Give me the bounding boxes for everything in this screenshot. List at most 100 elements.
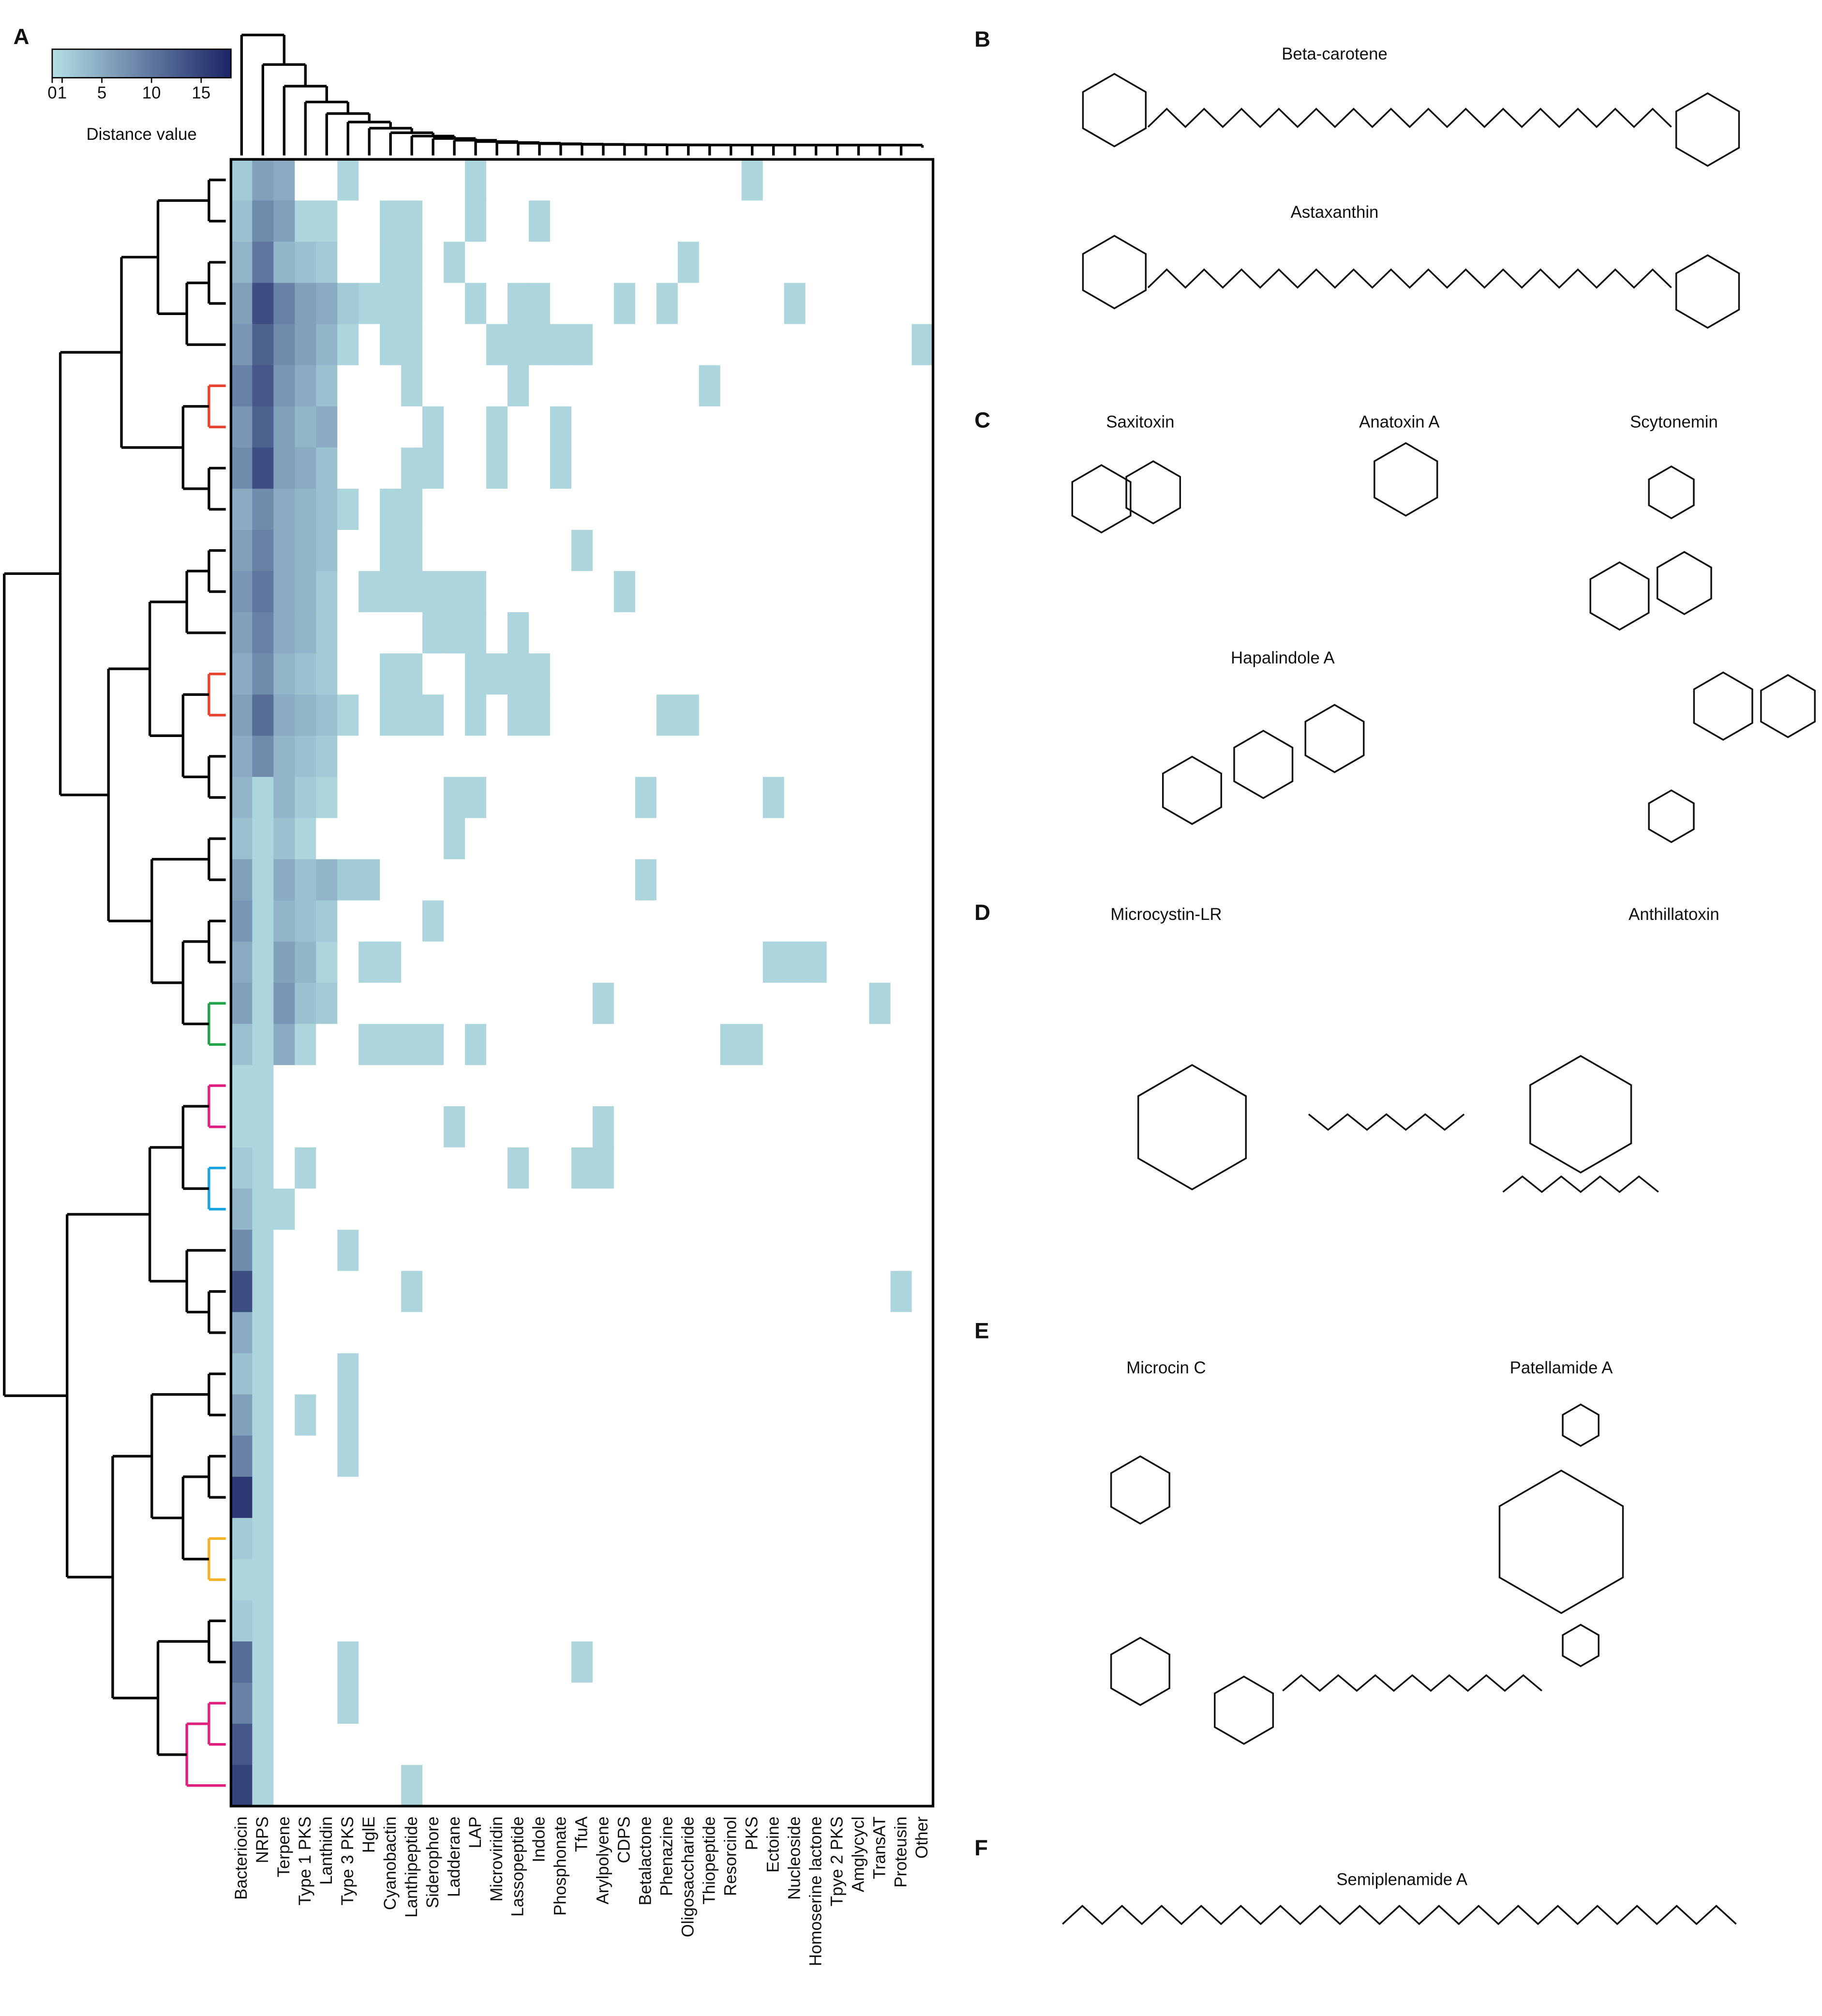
heat-cell [656, 1353, 678, 1395]
heat-cell [635, 1394, 657, 1436]
heat-cell [550, 1147, 572, 1189]
heat-cell [805, 1271, 827, 1313]
heat-cell [401, 694, 423, 737]
heat-cell [316, 283, 338, 325]
heat-cell [444, 283, 465, 325]
heat-cell [358, 1683, 380, 1724]
heat-cell [720, 1271, 742, 1313]
heat-cell [592, 1394, 614, 1436]
heat-cell [762, 1724, 785, 1765]
heat-cell [252, 447, 274, 489]
heat-cell [699, 1394, 721, 1436]
heat-cell [784, 1189, 806, 1231]
heat-cell [380, 1023, 402, 1066]
heat-cell [656, 1518, 678, 1560]
heat-cell [358, 571, 380, 613]
bond [1657, 551, 1712, 616]
heat-cell [295, 1683, 317, 1724]
column-label: Lanthidin [317, 1817, 336, 1885]
heat-cell [805, 529, 827, 572]
colorbar [51, 48, 232, 78]
heat-cell [848, 1065, 870, 1107]
heat-cell [592, 1312, 614, 1354]
heat-cell [677, 1724, 700, 1765]
column-label: Phenazine [657, 1817, 676, 1896]
heat-cell [508, 529, 529, 572]
bond [1502, 1175, 1659, 1193]
heat-cell [911, 365, 934, 407]
heat-cell [890, 653, 912, 695]
heat-cell [380, 1476, 402, 1519]
heat-cell [805, 283, 827, 325]
heat-cell [890, 900, 912, 942]
heat-cell [613, 1065, 636, 1107]
heat-cell [677, 241, 700, 284]
heat-cell [529, 1476, 551, 1519]
heat-cell [422, 1394, 444, 1436]
heat-cell [358, 736, 380, 778]
heat-cell [358, 1230, 380, 1272]
heat-cell [848, 447, 870, 489]
heat-cell [762, 571, 785, 613]
heat-cell [699, 982, 721, 1024]
bond [1147, 107, 1672, 128]
heat-cell [444, 1065, 465, 1107]
heat-cell [550, 447, 572, 489]
heat-cell [890, 159, 912, 201]
heat-cell [784, 283, 806, 325]
heat-cell [273, 777, 296, 819]
heat-cell [848, 406, 870, 448]
heat-cell [656, 900, 678, 942]
heat-cell [784, 1435, 806, 1477]
heat-cell [848, 1724, 870, 1765]
column-label: Other [912, 1816, 931, 1858]
heat-cell [422, 488, 444, 530]
heat-cell [656, 736, 678, 778]
column-label: Lassopeptide [508, 1817, 527, 1917]
heat-cell [848, 283, 870, 325]
heat-cell [784, 1765, 806, 1807]
heat-cell [890, 529, 912, 572]
heat-cell [401, 1683, 423, 1724]
heat-cell [741, 982, 763, 1024]
heat-cell [592, 1065, 614, 1107]
heat-cell [273, 1518, 296, 1560]
heat-cell [465, 1147, 487, 1189]
heat-cell [273, 283, 296, 325]
heat-cell [529, 900, 551, 942]
heat-cell [656, 859, 678, 901]
heat-cell [592, 736, 614, 778]
heat-cell [444, 1641, 465, 1683]
heat-cell [890, 1230, 912, 1272]
heat-cell [358, 488, 380, 530]
heat-cell [677, 200, 700, 242]
heat-cell [508, 406, 529, 448]
heat-cell [444, 1353, 465, 1395]
heat-cell [508, 1518, 529, 1560]
heat-cell [422, 283, 444, 325]
heat-cell [677, 1023, 700, 1066]
heat-cell [592, 1765, 614, 1807]
bond [1110, 1455, 1170, 1525]
heat-cell [465, 1230, 487, 1272]
heat-cell [826, 859, 849, 901]
heat-cell [890, 571, 912, 613]
heat-cell [380, 1353, 402, 1395]
heat-cell [677, 653, 700, 695]
heat-cell [316, 1435, 338, 1477]
heat-cell [762, 1106, 785, 1148]
heat-cell [571, 736, 593, 778]
heat-cell [465, 900, 487, 942]
heat-cell [550, 1230, 572, 1272]
heat-cell [252, 1230, 274, 1272]
heat-cell [231, 1765, 253, 1807]
heat-cell [613, 1641, 636, 1683]
heat-cell [762, 1147, 785, 1189]
heat-cell [911, 1189, 934, 1231]
heat-cell [508, 159, 529, 201]
heat-cell [571, 324, 593, 366]
heat-cell [337, 406, 359, 448]
heat-cell [486, 529, 508, 572]
heat-cell [613, 1312, 636, 1354]
heat-cell [571, 818, 593, 860]
